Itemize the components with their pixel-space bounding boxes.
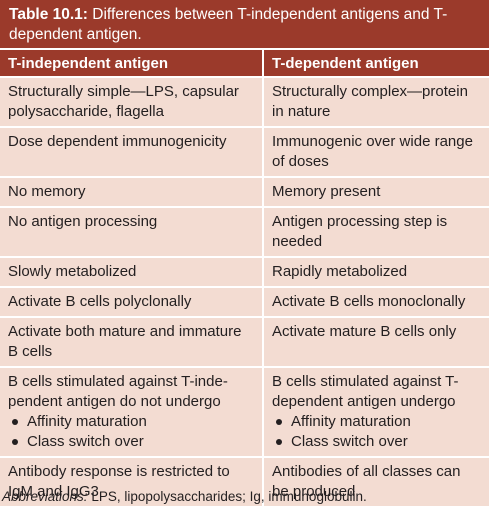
cell-t-dependent: Activate mature B cells only	[262, 316, 489, 366]
footnote-label: Abbreviations:	[2, 489, 88, 504]
bullet-list: Affinity maturation Class switch over	[272, 412, 481, 452]
cell-t-independent: No antigen processing	[0, 206, 262, 256]
cell-text: B cells stimulated against T-inde-penden…	[8, 373, 228, 410]
cell-t-independent: Structurally simple—LPS, capsular polysa…	[0, 76, 262, 126]
cell-t-independent: Activate both mature and immature B cell…	[0, 316, 262, 366]
cell-t-dependent: Structurally complex—protein in nature	[262, 76, 489, 126]
table-row: No antigen processing Antigen processing…	[0, 206, 489, 256]
cell-t-dependent: Memory present	[262, 176, 489, 206]
comparison-table: T-independent antigen T-dependent antige…	[0, 48, 489, 506]
cell-t-independent: Dose dependent immunogenicity	[0, 126, 262, 176]
bullet-item: Affinity maturation	[272, 412, 481, 432]
table-caption: Differences between T-independent antige…	[9, 6, 448, 43]
cell-t-dependent: Antigen processing step is needed	[262, 206, 489, 256]
header-t-independent: T-independent antigen	[0, 48, 262, 76]
table-row: Activate both mature and immature B cell…	[0, 316, 489, 366]
bullet-item: Class switch over	[8, 432, 254, 452]
cell-t-independent: Antibody response is restricted to IgM a…	[0, 456, 262, 506]
header-row: T-independent antigen T-dependent antige…	[0, 48, 489, 76]
cell-t-independent: Activate B cells polyclonally	[0, 286, 262, 316]
table-row: Activate B cells polyclonally Activate B…	[0, 286, 489, 316]
footnote-text: LPS, lipopolysaccharides; Ig, immunoglob…	[91, 489, 367, 504]
table-row: Antibody response is restricted to IgM a…	[0, 456, 489, 506]
cell-text: B cells stimulated against T-dependent a…	[272, 373, 459, 410]
table-number: Table 10.1:	[9, 6, 88, 23]
bullet-item: Class switch over	[272, 432, 481, 452]
bullet-item: Affinity maturation	[8, 412, 254, 432]
table-row: No memory Memory present	[0, 176, 489, 206]
cell-t-independent: No memory	[0, 176, 262, 206]
cell-t-independent: B cells stimulated against T-inde-penden…	[0, 366, 262, 456]
cell-t-independent: Slowly metabolized	[0, 256, 262, 286]
table-row: Structurally simple—LPS, capsular polysa…	[0, 76, 489, 126]
table-title: Table 10.1: Differences between T-indepe…	[0, 0, 489, 48]
table-row: B cells stimulated against T-inde-penden…	[0, 366, 489, 456]
table-row: Dose dependent immunogenicity Immunogeni…	[0, 126, 489, 176]
cell-t-dependent: Activate B cells monoclonally	[262, 286, 489, 316]
abbreviations-footnote: Abbreviations: LPS, lipopolysaccharides;…	[2, 489, 367, 504]
cell-t-dependent: B cells stimulated against T-dependent a…	[262, 366, 489, 456]
table-row: Slowly metabolized Rapidly metabolized	[0, 256, 489, 286]
cell-t-dependent: Rapidly metabolized	[262, 256, 489, 286]
bullet-list: Affinity maturation Class switch over	[8, 412, 254, 452]
header-t-dependent: T-dependent antigen	[262, 48, 489, 76]
cell-t-dependent: Antibodies of all classes can be produce…	[262, 456, 489, 506]
cell-t-dependent: Immunogenic over wide range of doses	[262, 126, 489, 176]
